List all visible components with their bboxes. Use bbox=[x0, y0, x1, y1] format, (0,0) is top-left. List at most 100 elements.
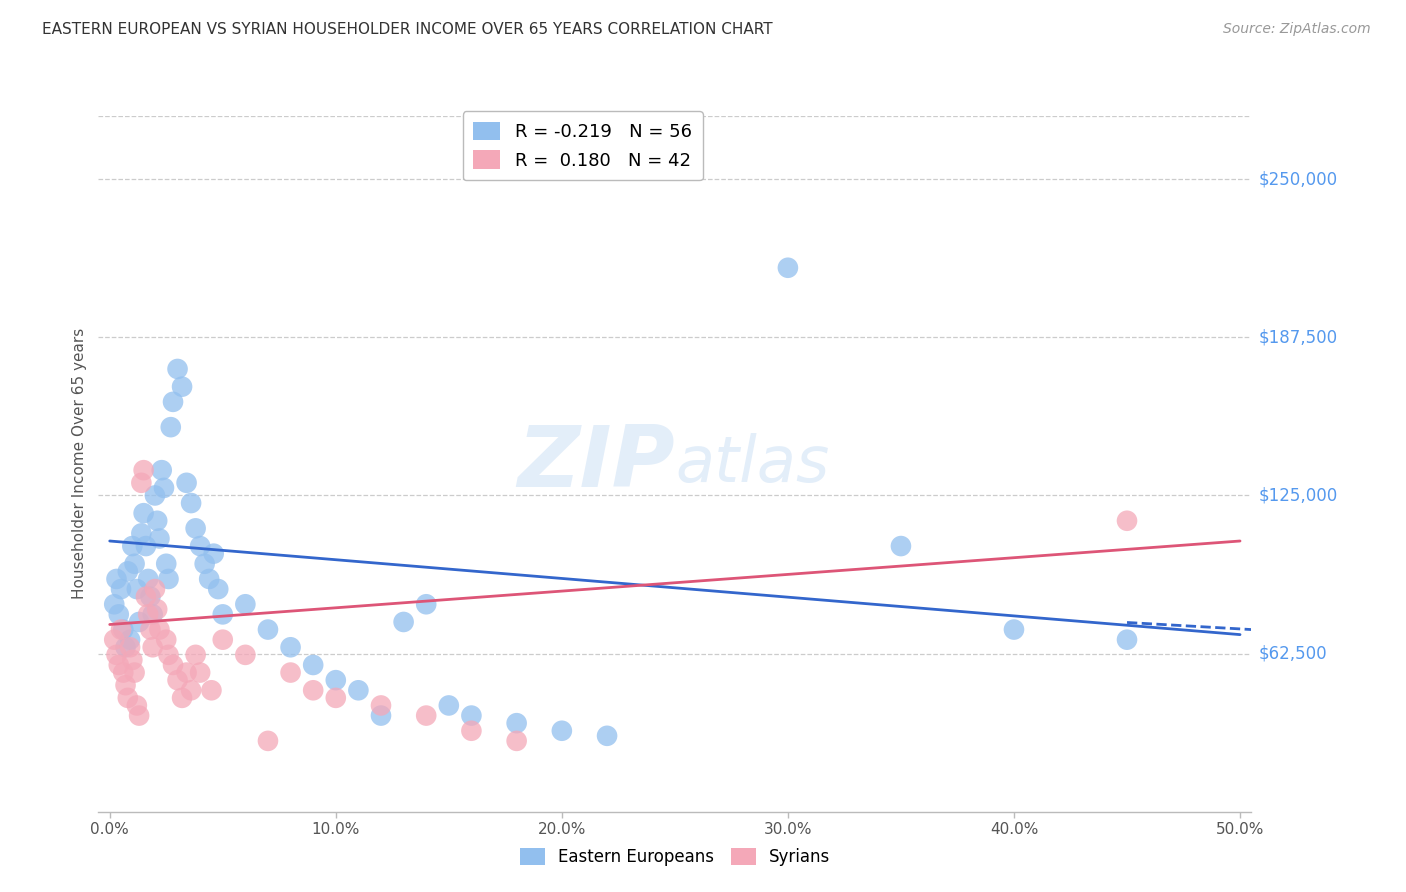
Point bbox=[176, 665, 198, 680]
Point bbox=[142, 640, 165, 655]
Point bbox=[120, 632, 142, 647]
Point bbox=[136, 572, 159, 586]
Point bbox=[159, 420, 181, 434]
Point bbox=[143, 488, 166, 502]
Point bbox=[176, 475, 198, 490]
Point bbox=[146, 602, 169, 616]
Point bbox=[107, 607, 129, 622]
Point bbox=[415, 597, 437, 611]
Point bbox=[114, 678, 136, 692]
Point bbox=[235, 597, 257, 611]
Point bbox=[207, 582, 229, 596]
Point bbox=[103, 632, 125, 647]
Point bbox=[370, 698, 392, 713]
Point bbox=[188, 539, 211, 553]
Point bbox=[153, 481, 176, 495]
Text: $187,500: $187,500 bbox=[1258, 328, 1337, 346]
Point bbox=[180, 496, 202, 510]
Point bbox=[198, 572, 221, 586]
Text: atlas: atlas bbox=[675, 433, 830, 495]
Point bbox=[184, 648, 207, 662]
Point bbox=[105, 572, 128, 586]
Point bbox=[132, 463, 155, 477]
Text: $125,000: $125,000 bbox=[1258, 486, 1337, 505]
Point bbox=[460, 723, 482, 738]
Point bbox=[121, 539, 143, 553]
Y-axis label: Householder Income Over 65 years: Householder Income Over 65 years bbox=[72, 328, 87, 599]
Point bbox=[131, 475, 153, 490]
Point bbox=[890, 539, 912, 553]
Point bbox=[280, 665, 302, 680]
Point bbox=[112, 665, 135, 680]
Point bbox=[131, 526, 153, 541]
Point bbox=[347, 683, 370, 698]
Point bbox=[143, 582, 166, 596]
Text: $250,000: $250,000 bbox=[1258, 170, 1337, 188]
Point bbox=[302, 683, 325, 698]
Point bbox=[166, 673, 188, 688]
Point bbox=[325, 690, 347, 705]
Point bbox=[235, 648, 257, 662]
Point bbox=[128, 615, 150, 629]
Point bbox=[551, 723, 574, 738]
Point bbox=[105, 648, 128, 662]
Point bbox=[120, 640, 142, 655]
Point bbox=[150, 463, 173, 477]
Point bbox=[392, 615, 415, 629]
Point bbox=[211, 632, 233, 647]
Point bbox=[505, 716, 527, 731]
Point bbox=[155, 632, 177, 647]
Point bbox=[1116, 514, 1139, 528]
Point bbox=[148, 532, 170, 546]
Point bbox=[460, 708, 482, 723]
Point bbox=[155, 557, 177, 571]
Point bbox=[1002, 623, 1025, 637]
Point bbox=[139, 590, 162, 604]
Point bbox=[200, 683, 222, 698]
Point bbox=[117, 690, 139, 705]
Point bbox=[166, 362, 188, 376]
Point bbox=[142, 607, 165, 622]
Text: $62,500: $62,500 bbox=[1258, 645, 1327, 663]
Point bbox=[146, 514, 169, 528]
Point bbox=[202, 547, 225, 561]
Point bbox=[302, 657, 325, 672]
Point bbox=[110, 582, 132, 596]
Legend: Eastern Europeans, Syrians: Eastern Europeans, Syrians bbox=[513, 841, 837, 873]
Point bbox=[188, 665, 211, 680]
Text: Source: ZipAtlas.com: Source: ZipAtlas.com bbox=[1223, 22, 1371, 37]
Point bbox=[415, 708, 437, 723]
Point bbox=[257, 623, 280, 637]
Point bbox=[505, 734, 527, 748]
Point bbox=[211, 607, 233, 622]
Point bbox=[157, 572, 180, 586]
Text: EASTERN EUROPEAN VS SYRIAN HOUSEHOLDER INCOME OVER 65 YEARS CORRELATION CHART: EASTERN EUROPEAN VS SYRIAN HOUSEHOLDER I… bbox=[42, 22, 773, 37]
Point bbox=[148, 623, 170, 637]
Point bbox=[103, 597, 125, 611]
Point bbox=[184, 521, 207, 535]
Point bbox=[170, 690, 193, 705]
Point bbox=[162, 657, 184, 672]
Point bbox=[162, 395, 184, 409]
Point bbox=[194, 557, 217, 571]
Point bbox=[325, 673, 347, 688]
Point bbox=[280, 640, 302, 655]
Point bbox=[114, 640, 136, 655]
Point bbox=[110, 623, 132, 637]
Point bbox=[117, 565, 139, 579]
Point bbox=[136, 607, 159, 622]
Point bbox=[370, 708, 392, 723]
Point bbox=[1116, 632, 1139, 647]
Point bbox=[125, 698, 148, 713]
Point bbox=[107, 657, 129, 672]
Text: ZIP: ZIP bbox=[517, 422, 675, 506]
Point bbox=[124, 557, 146, 571]
Point bbox=[135, 539, 157, 553]
Point bbox=[180, 683, 202, 698]
Point bbox=[128, 708, 150, 723]
Point bbox=[124, 665, 146, 680]
Point bbox=[132, 506, 155, 520]
Point bbox=[135, 590, 157, 604]
Point bbox=[157, 648, 180, 662]
Point bbox=[776, 260, 799, 275]
